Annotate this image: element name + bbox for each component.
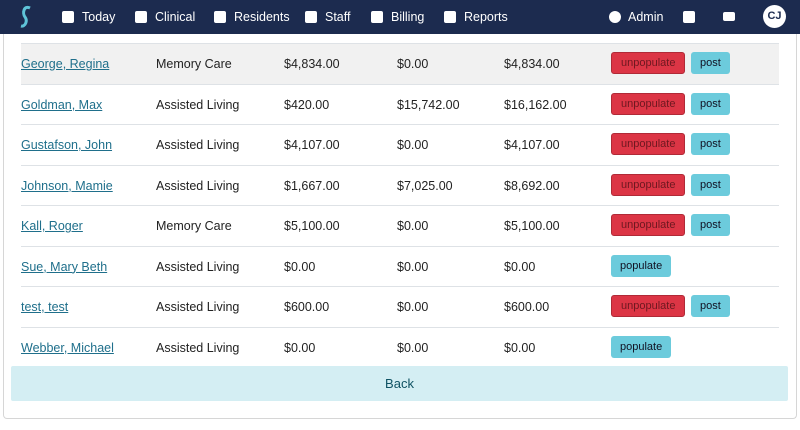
cell: $0.00 bbox=[397, 340, 429, 355]
cell: $16,162.00 bbox=[504, 97, 567, 112]
post-button[interactable]: post bbox=[691, 52, 730, 74]
cell: $0.00 bbox=[397, 57, 429, 71]
post-button[interactable]: post bbox=[691, 214, 730, 236]
table-row: test, test Assisted Living $600.00 $0.00 $60… bbox=[21, 286, 779, 327]
post-button[interactable]: post bbox=[691, 133, 730, 155]
table-row: Sue, Mary Beth Assisted Living $0.00 $0.00 $… bbox=[21, 245, 779, 287]
cell: $600.00 bbox=[284, 300, 330, 314]
cell: Assisted Living bbox=[156, 138, 240, 152]
nav-icon bbox=[214, 11, 226, 23]
post-button[interactable]: post bbox=[691, 173, 730, 196]
cell: $0.00 bbox=[397, 219, 429, 233]
cell: Assisted Living bbox=[156, 178, 240, 193]
unpopulate-button[interactable]: unpopulate bbox=[611, 92, 686, 115]
cell: $4,107.00 bbox=[504, 138, 560, 152]
post-button[interactable]: post bbox=[691, 92, 730, 115]
cell: $0.00 bbox=[284, 340, 316, 355]
resident-link[interactable]: Johnson, Mamie bbox=[21, 178, 113, 193]
nav-icon bbox=[305, 11, 317, 23]
cell: Memory Care bbox=[156, 57, 232, 71]
unpopulate-button[interactable]: unpopulate bbox=[611, 133, 686, 155]
unpopulate-button[interactable]: unpopulate bbox=[611, 173, 686, 196]
table-row: Goldman, Max Assisted Living $420.00 $15,74… bbox=[21, 83, 779, 125]
table-row: Johnson, Mamie Assisted Living $1,667.00 $7… bbox=[21, 164, 779, 206]
cell: $4,107.00 bbox=[284, 138, 340, 152]
resident-link[interactable]: test, test bbox=[21, 300, 69, 314]
populate-button[interactable]: populate bbox=[611, 335, 672, 358]
cell: $7,025.00 bbox=[397, 178, 453, 193]
cell: $4,834.00 bbox=[284, 57, 340, 71]
cell: $0.00 bbox=[397, 259, 429, 274]
resident-link[interactable]: Webber, Michael bbox=[21, 340, 114, 355]
cell: $5,100.00 bbox=[504, 219, 560, 233]
cell: $1,667.00 bbox=[284, 178, 340, 193]
cell: Assisted Living bbox=[156, 97, 240, 112]
nav-link[interactable]: Reports bbox=[464, 10, 508, 24]
cell: Assisted Living bbox=[156, 259, 240, 274]
populate-button[interactable]: populate bbox=[611, 254, 672, 277]
cell: Assisted Living bbox=[156, 340, 240, 355]
cell: $0.00 bbox=[504, 340, 536, 355]
navbar: Today Clinical Residents Staff Billing Report… bbox=[0, 0, 800, 34]
nav-link[interactable]: Clinical bbox=[155, 10, 196, 24]
admin-icon bbox=[609, 11, 621, 23]
logo[interactable] bbox=[18, 5, 34, 29]
nav-link[interactable]: Staff bbox=[325, 10, 351, 24]
resident-link[interactable]: Sue, Mary Beth bbox=[21, 259, 108, 274]
nav-link[interactable]: Residents bbox=[234, 10, 290, 24]
cell: $0.00 bbox=[284, 259, 316, 274]
post-button[interactable]: post bbox=[691, 295, 730, 317]
cell: $8,692.00 bbox=[504, 178, 560, 193]
resident-link[interactable]: Kall, Roger bbox=[21, 219, 83, 233]
table-row: George, Regina Memory Care $4,834.00 $0.00 $… bbox=[21, 43, 779, 84]
nav-icon bbox=[135, 11, 147, 23]
unpopulate-button[interactable]: unpopulate bbox=[611, 214, 686, 236]
cell: $420.00 bbox=[284, 97, 330, 112]
admin-link[interactable]: Admin bbox=[628, 10, 664, 24]
building-icon[interactable] bbox=[683, 11, 695, 23]
resident-link[interactable]: Goldman, Max bbox=[21, 97, 103, 112]
table-row: Kall, Roger Memory Care $5,100.00 $0.00 $5,1… bbox=[21, 205, 779, 246]
nav-icon bbox=[444, 11, 456, 23]
card bbox=[3, 34, 797, 419]
cell: $0.00 bbox=[504, 259, 536, 274]
resident-link[interactable]: George, Regina bbox=[21, 57, 110, 71]
cell: $0.00 bbox=[397, 138, 429, 152]
nav-icon bbox=[62, 11, 74, 23]
table-row: Webber, Michael Assisted Living $0.00 $0.00… bbox=[21, 326, 779, 369]
cell: $15,742.00 bbox=[397, 97, 460, 112]
nav-link[interactable]: Billing bbox=[391, 10, 425, 24]
cell: $0.00 bbox=[397, 300, 429, 314]
nav-icon bbox=[371, 11, 383, 23]
cell: Memory Care bbox=[156, 219, 232, 233]
unpopulate-button[interactable]: unpopulate bbox=[611, 52, 686, 74]
cell: Assisted Living bbox=[156, 300, 240, 314]
cell: $5,100.00 bbox=[284, 219, 340, 233]
resident-link[interactable]: Gustafson, John bbox=[21, 138, 113, 152]
cell: $600.00 bbox=[504, 300, 550, 314]
mail-icon[interactable] bbox=[723, 12, 735, 21]
cell: $4,834.00 bbox=[504, 57, 560, 71]
unpopulate-button[interactable]: unpopulate bbox=[611, 295, 686, 317]
table-row: Gustafson, John Assisted Living $4,107.00 $… bbox=[21, 124, 779, 165]
back-button[interactable]: Back bbox=[11, 366, 788, 401]
nav-link[interactable]: Today bbox=[82, 10, 116, 24]
avatar[interactable]: CJ bbox=[763, 5, 786, 28]
